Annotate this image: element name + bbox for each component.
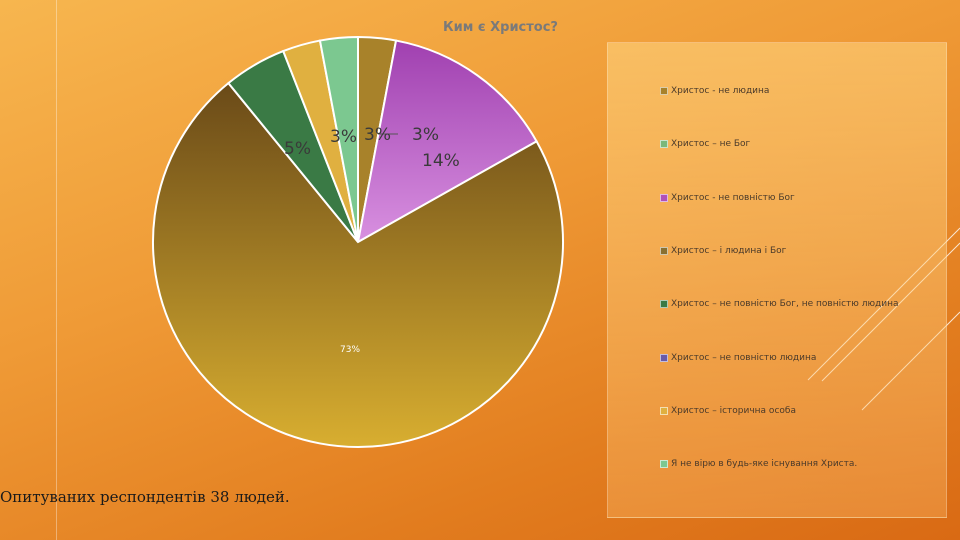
chart-title: Ким є Христос? — [443, 20, 558, 35]
legend-swatch — [660, 353, 668, 362]
slide-left-rule — [56, 0, 57, 540]
legend-swatch — [660, 140, 668, 149]
data-label-2: 14% — [422, 151, 460, 171]
legend-item: Христос – і людина і Бог — [660, 244, 786, 258]
legend-label: Христос - не людина — [671, 86, 770, 96]
legend-label: Христос – не Бог — [671, 139, 751, 150]
legend-label: Я не вірю в будь-яке існування Христа. — [671, 459, 858, 470]
legend-item: Христос – історична особа — [660, 404, 796, 418]
legend-swatch — [660, 87, 668, 95]
legend-swatch — [660, 193, 668, 202]
data-label-0: 3% — [412, 125, 439, 145]
legend-item: Христос - не людина — [660, 84, 769, 98]
legend-swatch — [660, 300, 668, 309]
pie-slice-7 — [318, 35, 359, 243]
legend-label: Христос – не повністю людина — [671, 352, 817, 363]
legend-item: Христос – не повністю Бог, не повністю л… — [660, 297, 899, 311]
data-label-6: 3% — [330, 127, 357, 147]
legend-item: Христос - не повністю Бог — [660, 191, 795, 205]
legend-item: Я не вірю в будь-яке існування Христа. — [660, 457, 857, 471]
pie-slice-2 — [356, 39, 538, 244]
respondents-footnote: Опитуваних респондентів 38 людей. — [0, 488, 290, 506]
legend-label: Христос – не повністю Бог, не повністю л… — [671, 299, 899, 310]
legend-item: Христос – не повністю людина — [660, 351, 816, 365]
legend-label: Христос – і людина і Бог — [671, 245, 787, 256]
legend-item: Христос – не Бог — [660, 137, 750, 151]
legend: Христос - не людина Христос – не Бог Христ… — [607, 42, 947, 518]
legend-swatch — [660, 246, 668, 255]
legend-swatch — [660, 406, 668, 415]
pie-slice-3 — [152, 81, 564, 448]
data-label-3: 73% — [340, 345, 360, 355]
data-label-7: 3% — [364, 125, 391, 145]
data-label-4: 5% — [284, 139, 311, 159]
legend-swatch — [660, 460, 668, 469]
legend-label: Христос – історична особа — [671, 405, 796, 416]
legend-label: Христос - не повністю Бог — [671, 192, 795, 203]
